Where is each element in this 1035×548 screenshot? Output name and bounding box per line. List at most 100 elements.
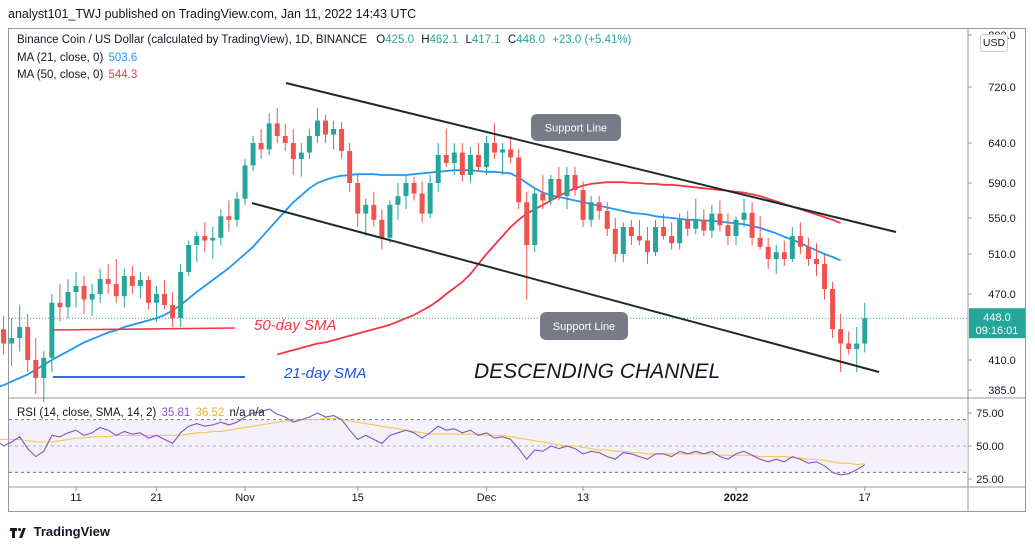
candle-body: [813, 259, 819, 264]
candle: [475, 143, 481, 171]
candle-body: [838, 329, 844, 344]
candle: [25, 313, 31, 372]
brand-name: TradingView: [33, 524, 110, 539]
candle-body: [765, 246, 771, 259]
ma21-label: MA (21, close, 0): [17, 52, 104, 64]
currency-button[interactable]: USD: [980, 34, 1008, 52]
price-axis: 800.0720.0640.0590.0550.0510.0470.0410.0…: [968, 30, 1016, 397]
candle: [596, 196, 602, 220]
candle-body: [226, 216, 232, 220]
candle: [403, 175, 409, 210]
support-line-label-top-text: Support Line: [545, 123, 607, 135]
candle-body: [314, 120, 320, 136]
rsi-sma-value: 36.52: [195, 407, 225, 419]
candle: [701, 209, 707, 236]
candle: [846, 331, 852, 355]
time-tick-label: Dec: [477, 492, 497, 504]
candle-body: [49, 302, 55, 358]
candle-body: [178, 272, 184, 319]
candle: [379, 209, 385, 250]
candle: [9, 318, 15, 366]
candle-body: [781, 252, 787, 259]
candles: [1, 108, 868, 402]
rsi-tick-label: 75.00: [976, 408, 1004, 420]
candle-body: [234, 198, 240, 220]
candle-body: [162, 294, 168, 305]
legend-ma50-row: MA (50, close, 0) 544.3: [17, 69, 137, 81]
candle-body: [347, 151, 353, 183]
candle: [17, 305, 23, 352]
channel-upper-line: [285, 82, 897, 233]
candle-body: [339, 129, 345, 151]
candle-body: [137, 280, 143, 286]
candle-body: [1, 329, 7, 344]
candle: [290, 129, 296, 175]
candle-body: [113, 284, 119, 297]
candle: [789, 227, 795, 262]
candle-body: [500, 149, 506, 153]
candle: [218, 209, 224, 245]
rsi-value: 35.81: [161, 407, 191, 419]
sma21-annotation: 21-day SMA: [283, 365, 367, 382]
candle: [773, 245, 779, 274]
candle: [298, 143, 304, 177]
candle-body: [797, 236, 803, 247]
support-line-label-bottom-text: Support Line: [553, 321, 615, 333]
candle: [588, 196, 594, 227]
candle: [685, 211, 691, 236]
candle-body: [331, 129, 337, 135]
candle: [258, 129, 264, 159]
channel-lower-line: [251, 202, 880, 373]
candle-body: [636, 236, 642, 241]
candle-body: [170, 305, 176, 319]
candle: [564, 167, 570, 210]
ohlc-change: +23.0 (+5.41%): [552, 34, 632, 46]
price-tick-label: 590.0: [988, 178, 1016, 190]
candle: [459, 143, 465, 182]
candle-body: [33, 360, 39, 378]
candle-body: [153, 294, 159, 303]
time-tick-label: 11: [70, 492, 81, 504]
candle: [854, 327, 860, 372]
time-tick-label: 15: [352, 492, 364, 504]
candle: [129, 266, 135, 294]
candle: [162, 280, 168, 310]
candle-body: [451, 152, 457, 163]
candle-body: [194, 236, 200, 245]
candle-body: [540, 193, 546, 201]
candle: [226, 200, 232, 232]
price-tick-label: 550.0: [988, 213, 1016, 225]
candle-body: [65, 292, 71, 308]
candle: [467, 147, 473, 183]
candle-body: [202, 236, 208, 241]
candle: [121, 269, 127, 308]
candle: [540, 175, 546, 210]
candle: [805, 237, 811, 266]
candle-body: [830, 289, 836, 330]
candle: [749, 202, 755, 245]
rsi-sma-line: [0, 417, 865, 466]
candle-body: [258, 143, 264, 150]
candle: [57, 284, 63, 322]
candle-body: [789, 236, 795, 259]
candle: [669, 222, 675, 250]
candle-body: [685, 219, 691, 229]
ma21-line: [0, 169, 841, 388]
candle-body: [475, 155, 481, 167]
ohlc-open: O425.0: [376, 34, 414, 46]
candle: [636, 219, 642, 245]
candle-body: [733, 219, 739, 236]
rsi-axis: 75.00 50.00 25.00: [968, 408, 1004, 486]
candle-body: [709, 213, 715, 231]
candle: [862, 302, 868, 353]
price-tick-label: 720.0: [988, 82, 1016, 94]
candle: [355, 175, 361, 227]
candle-body: [749, 212, 755, 238]
candle-body: [129, 276, 135, 286]
candle: [830, 282, 836, 338]
tradingview-logo-icon: [10, 527, 26, 538]
candle-body: [298, 152, 304, 159]
candle: [500, 143, 506, 175]
tradingview-logo[interactable]: TradingView: [10, 524, 110, 539]
